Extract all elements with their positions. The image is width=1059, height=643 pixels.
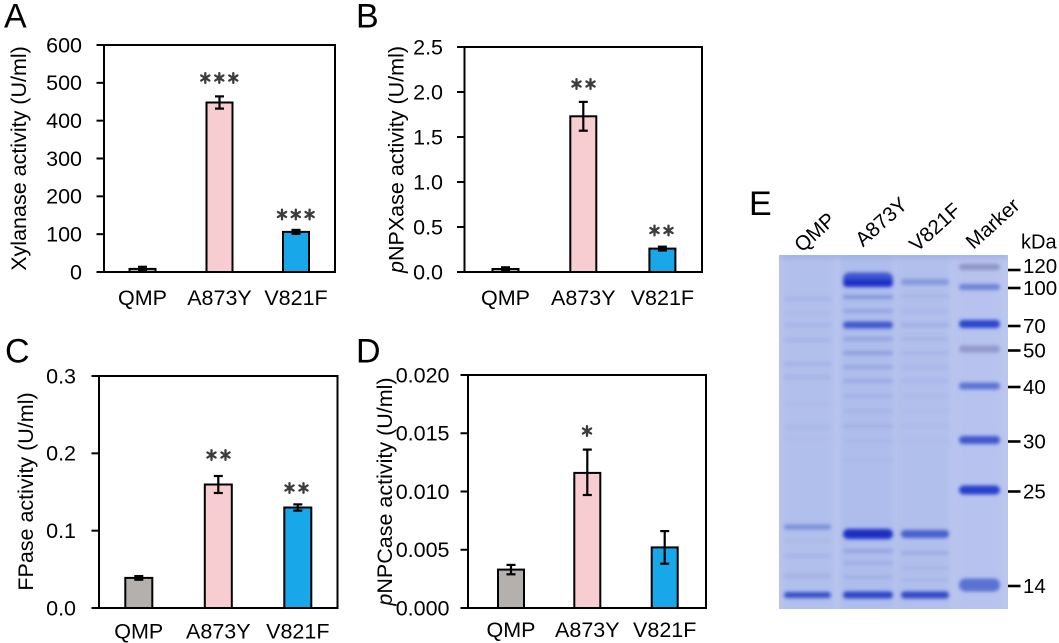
svg-text:0.0: 0.0 [46,596,76,620]
svg-text:0.010: 0.010 [396,480,450,504]
svg-text:0.0: 0.0 [413,260,443,284]
svg-text:FPase activity (U/ml): FPase activity (U/ml) [14,392,38,590]
svg-text:V821F: V821F [264,286,327,310]
svg-text:QMP: QMP [118,286,167,310]
svg-text:500: 500 [46,71,82,95]
svg-text:120: 120 [1023,255,1057,278]
svg-text:14: 14 [1023,575,1046,598]
svg-text:400: 400 [46,109,82,133]
svg-text:V821F: V821F [633,618,696,642]
svg-text:Xylanase activity (U/ml): Xylanase activity (U/ml) [7,46,31,271]
svg-text:0: 0 [70,260,82,284]
svg-text:2.5: 2.5 [413,35,443,59]
svg-text:A873Y: A873Y [551,286,616,310]
svg-text:300: 300 [46,147,82,171]
svg-text:2.0: 2.0 [413,80,443,104]
svg-text:0.020: 0.020 [396,363,450,387]
svg-text:25: 25 [1023,481,1046,504]
svg-text:0.5: 0.5 [413,215,443,239]
svg-text:1.0: 1.0 [413,170,443,194]
svg-text:100: 100 [1023,277,1057,300]
svg-text:1.5: 1.5 [413,125,443,149]
svg-text:30: 30 [1023,431,1046,454]
svg-text:QMP: QMP [487,618,536,642]
svg-text:C: C [5,333,30,371]
svg-text:A873Y: A873Y [187,286,252,310]
svg-text:D: D [356,333,381,371]
svg-text:A873Y: A873Y [186,620,251,643]
svg-text:40: 40 [1023,376,1046,399]
svg-text:QMP: QMP [481,286,530,310]
svg-text:pNPXase activity (U/ml): pNPXase activity (U/ml) [385,46,409,274]
svg-text:600: 600 [46,33,82,57]
svg-text:70: 70 [1023,315,1046,338]
svg-text:A873Y: A873Y [555,618,620,642]
svg-text:pNPCase activity (U/ml): pNPCase activity (U/ml) [373,377,397,606]
svg-text:B: B [356,0,379,36]
svg-text:50: 50 [1023,340,1046,363]
svg-text:0.3: 0.3 [46,364,76,388]
svg-text:100: 100 [46,223,82,247]
svg-text:0.015: 0.015 [396,422,450,446]
svg-text:V821F: V821F [631,286,694,310]
svg-text:V821F: V821F [266,620,329,643]
svg-text:kDa: kDa [1021,232,1057,254]
svg-text:200: 200 [46,185,82,209]
svg-text:0.000: 0.000 [396,596,450,620]
svg-text:0.1: 0.1 [46,519,76,543]
svg-text:E: E [749,185,772,223]
svg-text:A: A [4,0,27,36]
svg-text:0.2: 0.2 [46,442,76,466]
svg-text:0.005: 0.005 [396,538,450,562]
svg-text:QMP: QMP [114,620,163,643]
